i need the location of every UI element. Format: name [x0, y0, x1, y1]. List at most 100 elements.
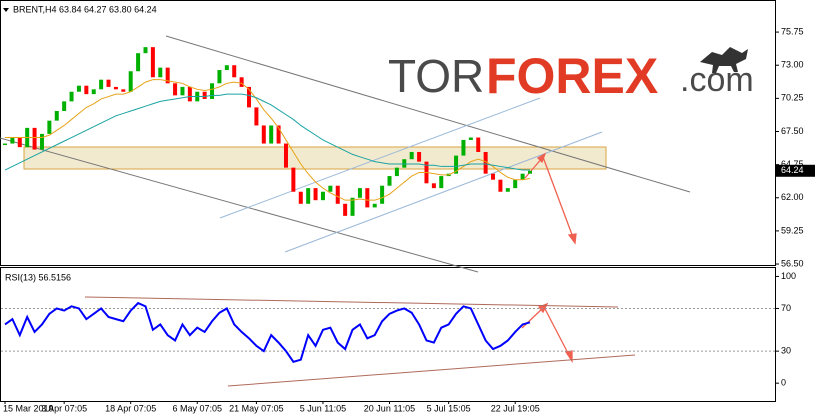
- price-bar: [402, 159, 407, 168]
- price-bar: [136, 53, 141, 72]
- price-bar: [350, 197, 355, 216]
- channel-line: [284, 131, 603, 253]
- price-bar: [476, 137, 481, 152]
- price-bar: [283, 143, 288, 168]
- price-bar: [247, 86, 252, 108]
- price-bar: [84, 85, 89, 95]
- rsi-trend-line: [84, 296, 619, 308]
- rsi-frame: [0, 267, 776, 402]
- price-bar: [291, 167, 296, 192]
- y-tick-label: 0: [781, 378, 786, 388]
- price-bar: [380, 185, 385, 204]
- y-tick-label: 100: [781, 271, 796, 281]
- price-bar: [357, 188, 362, 198]
- price-frame: [0, 0, 776, 266]
- x-tick-label: 15 Mar 2019: [3, 403, 54, 413]
- price-bar: [217, 70, 222, 84]
- price-bar: [439, 176, 444, 189]
- price-bar: [372, 203, 377, 208]
- price-bar: [165, 67, 170, 84]
- price-bar: [513, 179, 518, 189]
- y-tick-label: 75.75: [781, 26, 804, 36]
- price-bar: [461, 139, 466, 156]
- price-bar: [113, 86, 118, 90]
- price-bar: [394, 167, 399, 177]
- price-bar: [180, 86, 185, 96]
- price-bar: [520, 173, 525, 180]
- price-bar: [106, 79, 111, 87]
- x-tick-label: 21 May 07:05: [229, 403, 284, 413]
- price-bar: [32, 127, 37, 150]
- bull-icon: [700, 47, 748, 73]
- price-bar: [417, 151, 422, 162]
- x-tick-label: 22 Jul 19:05: [491, 403, 540, 413]
- price-bar: [387, 176, 392, 186]
- price-bar: [10, 137, 15, 144]
- menu-triangle: [3, 8, 9, 12]
- last-price-box: [776, 164, 815, 177]
- x-tick-label: 18 Apr 07:05: [105, 403, 156, 413]
- price-bar: [261, 125, 266, 144]
- price-bar: [158, 67, 163, 78]
- price-bar: [128, 71, 133, 92]
- price-bar: [239, 77, 244, 87]
- price-bar: [210, 83, 215, 99]
- price-bar: [335, 185, 340, 204]
- price-bar: [528, 170, 532, 174]
- x-tick-label: 6 May 07:05: [172, 403, 222, 413]
- price-bar: [143, 47, 148, 54]
- price-bar: [409, 151, 414, 160]
- price-bar: [173, 83, 178, 96]
- zone: [23, 146, 607, 170]
- price-bar: [69, 91, 74, 102]
- x-tick-label: 5 Jun 11:05: [300, 403, 346, 413]
- y-tick-label: 67.50: [781, 126, 804, 136]
- last-price-label: 64.24: [781, 165, 804, 175]
- y-tick-label: 73.00: [781, 60, 804, 70]
- channel-line: [219, 97, 541, 219]
- series-line: [5, 79, 531, 201]
- price-bar: [269, 125, 274, 144]
- price-bar: [468, 137, 473, 140]
- y-tick-label: 62.00: [781, 192, 804, 202]
- chart-title: BRENT,H4 63.84 64.27 63.80 64.24: [13, 4, 157, 14]
- y-tick-label: 59.25: [781, 225, 804, 235]
- price-bar: [298, 191, 303, 204]
- y-tick-label: 70.25: [781, 93, 804, 103]
- x-tick-label: 3 Apr 07:05: [41, 403, 87, 413]
- price-bar: [505, 188, 510, 192]
- price-bar: [306, 188, 311, 204]
- price-bar: [17, 137, 22, 148]
- trend-line: [165, 35, 691, 193]
- price-bar: [91, 89, 96, 95]
- rsi-title: RSI(13) 56.5156: [5, 272, 71, 282]
- rsi-trend-line: [227, 354, 636, 387]
- price-bar: [202, 91, 207, 99]
- y-tick-label: 56.50: [781, 258, 804, 268]
- price-bar: [39, 133, 44, 150]
- price-bar: [320, 191, 325, 201]
- series-line: [4, 93, 530, 171]
- watermark: FOREX: [486, 48, 658, 104]
- price-bar: [99, 79, 104, 90]
- price-bar: [121, 89, 126, 92]
- price-bar: [328, 185, 333, 192]
- price-bar: [150, 47, 155, 78]
- series-line: [4, 301, 531, 363]
- price-bar: [313, 188, 318, 201]
- price-bar: [454, 155, 459, 174]
- price-bar: [431, 183, 436, 189]
- price-bar: [343, 203, 348, 216]
- y-tick-label: 70: [781, 303, 791, 313]
- price-bar: [62, 101, 67, 112]
- x-tick-label: 20 Jun 11:05: [364, 403, 415, 413]
- price-bar: [498, 179, 503, 192]
- price-bar: [3, 143, 7, 146]
- watermark: TOR: [388, 50, 484, 102]
- price-bar: [54, 111, 59, 121]
- price-bar: [276, 125, 281, 144]
- price-bar: [365, 188, 370, 208]
- price-bar: [224, 65, 229, 71]
